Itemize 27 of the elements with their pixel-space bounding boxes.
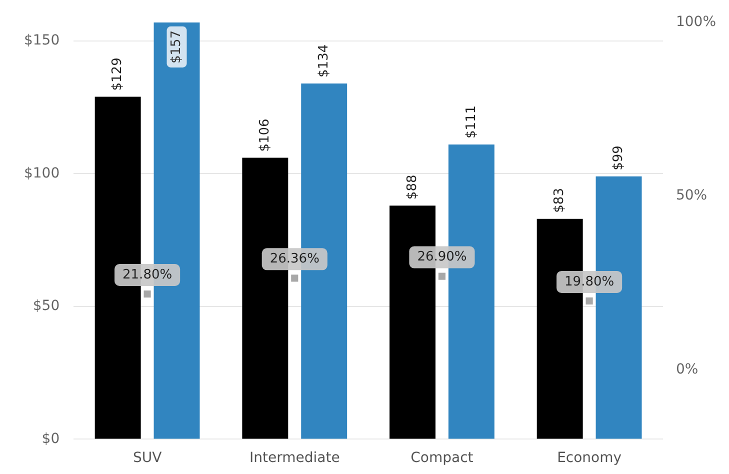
data-label: 19.80% <box>564 274 614 290</box>
x-tick-label: SUV <box>132 450 162 466</box>
point <box>586 297 593 304</box>
data-label: 21.80% <box>122 267 172 282</box>
point <box>144 290 151 298</box>
data-label: $157 <box>169 30 184 64</box>
x-tick-label: Compact <box>410 450 474 466</box>
x-tick-label: Intermediate <box>249 450 340 466</box>
y2-tick-label: 100% <box>676 14 716 30</box>
data-label: $129 <box>110 58 126 91</box>
y-tick-label: $0 <box>42 430 60 447</box>
data-label: $99 <box>611 146 626 170</box>
data-label: $106 <box>258 118 273 152</box>
data-label: 26.36% <box>270 252 320 267</box>
x-tick-label: Economy <box>557 450 622 466</box>
y2-tick-label: 50% <box>676 188 708 204</box>
data-label: $88 <box>404 174 420 200</box>
point <box>438 272 446 280</box>
data-label: 26.90% <box>417 250 467 265</box>
data-label: $111 <box>464 105 479 139</box>
y2-tick-label: 0% <box>676 361 698 378</box>
data-label: $83 <box>552 188 568 213</box>
point <box>291 274 298 282</box>
y-tick-label: $50 <box>32 298 60 314</box>
data-label: $134 <box>316 44 332 78</box>
y-tick-label: $100 <box>24 165 60 182</box>
y-tick-label: $150 <box>24 32 60 49</box>
